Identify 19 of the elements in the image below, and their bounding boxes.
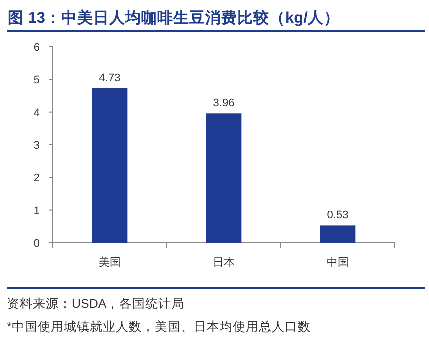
x-tick-label: 日本 bbox=[213, 256, 235, 269]
y-tick-label: 3 bbox=[34, 140, 40, 152]
x-tick-label: 中国 bbox=[327, 256, 349, 269]
x-tick-label: 美国 bbox=[99, 256, 121, 269]
text: 资料来源：USDA，各国统计局 bbox=[7, 297, 185, 311]
y-tick-label: 4 bbox=[34, 107, 40, 120]
y-tick-label: 5 bbox=[34, 74, 40, 87]
chart-title: 图 13：中美日人均咖啡生豆消费比较（kg/人） bbox=[8, 8, 340, 27]
data-label: 0.53 bbox=[327, 210, 349, 222]
text: *中国使用城镇就业人数，美国、日本均使用总人口数 bbox=[7, 319, 311, 334]
data-label: 4.73 bbox=[99, 72, 121, 84]
bar bbox=[92, 88, 128, 243]
y-tick-label: 0 bbox=[34, 238, 40, 250]
y-tick-label: 1 bbox=[34, 205, 40, 218]
y-tick-label: 2 bbox=[34, 172, 40, 185]
data-label: 3.96 bbox=[213, 98, 235, 110]
bar bbox=[320, 226, 356, 243]
y-tick-label: 6 bbox=[34, 42, 40, 54]
bar bbox=[206, 114, 242, 243]
